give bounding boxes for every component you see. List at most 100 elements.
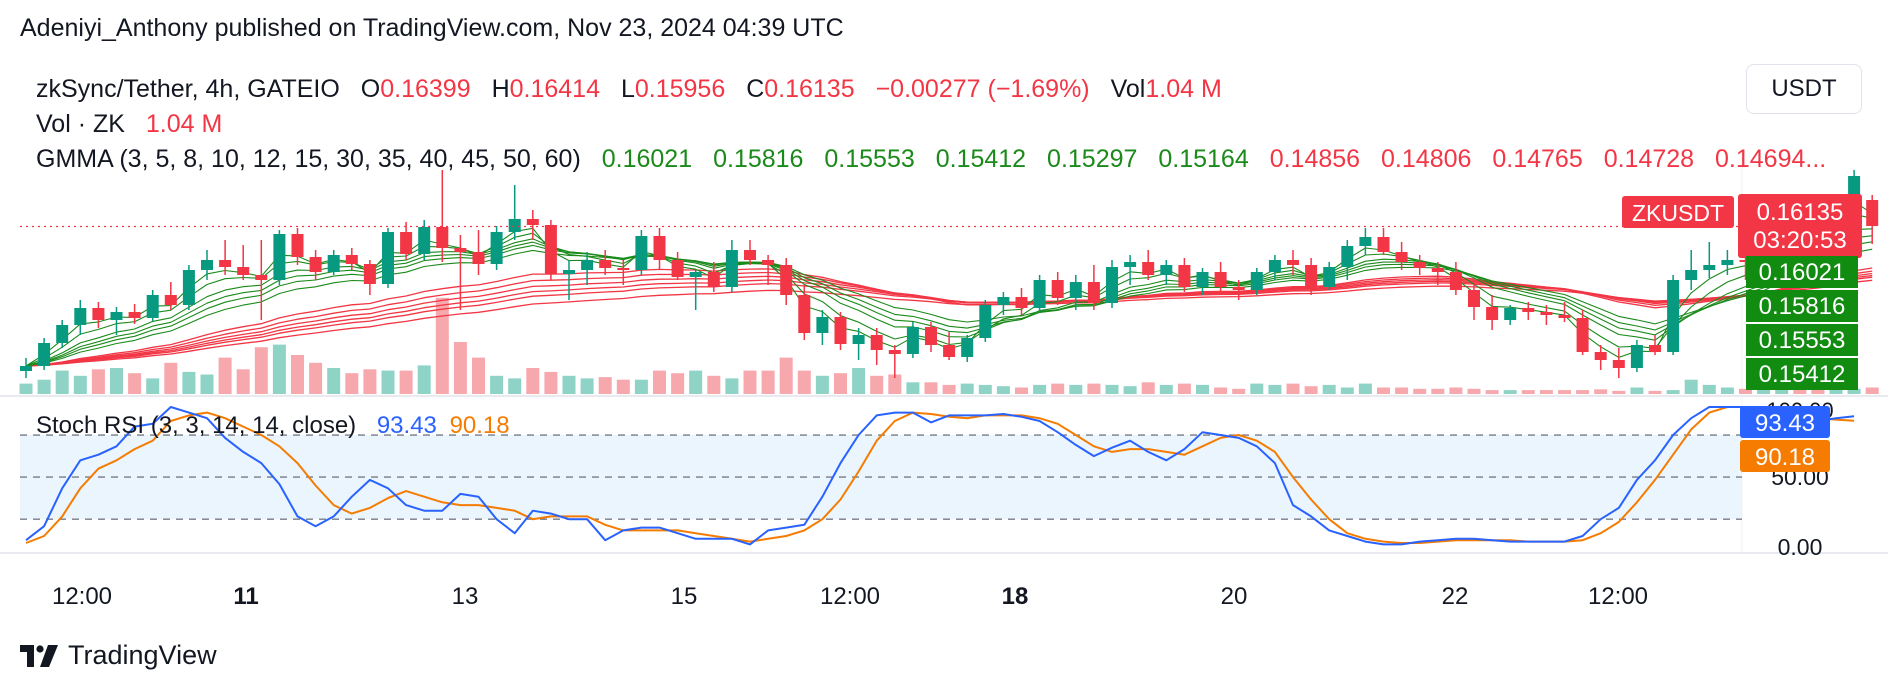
candle-body [1196,272,1209,287]
candle-body [201,260,213,270]
candle-body [1015,297,1028,308]
candle-body [1540,312,1553,315]
volume-bar [852,368,866,394]
volume-bar [1051,383,1065,394]
stoch-label[interactable]: Stoch RSI (3, 3, 14, 14, close) [36,412,357,439]
high-value: 0.16414 [509,75,600,103]
volume-bar [182,371,196,394]
volume-bar [562,375,576,394]
stoch-k-value: 93.43 [376,412,437,439]
candle-body [1069,282,1082,298]
candle-body [671,260,684,277]
volume-bar [1377,387,1390,394]
candle-body [653,236,666,260]
stoch-k-tag-label: 93.43 [1755,410,1815,437]
volume-bar [236,369,250,394]
volume-bar [1739,388,1752,394]
volume-bar [689,370,703,394]
volume-bar [1630,387,1644,394]
currency-button[interactable]: USDT [1746,64,1862,114]
volume-bar [218,357,232,394]
ma-price-tag [1746,256,1858,288]
volume-bar [942,384,956,394]
x-axis-tick: 12:00 [1588,583,1648,610]
low-label: L [620,75,635,103]
stoch-d-value: 90.18 [449,412,510,439]
volume-bar [761,370,775,394]
candle-body [219,260,232,267]
gmma-line: GMMA (3, 5, 8, 10, 12, 15, 30, 35, 40, 4… [36,142,1826,177]
volume-indicator-label[interactable]: Vol · ZK [36,110,125,138]
high-label: H [491,75,510,103]
candle-body [255,275,268,280]
footer-brand-label: TradingView [68,640,217,670]
volume-bar [978,384,992,394]
candle-body [1866,200,1879,226]
candle-body [1268,260,1281,272]
candle-body [725,250,738,287]
volume-bar [1829,386,1843,394]
candle-body [1576,318,1589,352]
volume-bar [653,370,666,394]
close-label: C [746,75,765,103]
candle-body [617,268,630,270]
stoch-axis-tick: 0.00 [1778,534,1823,560]
candle-body [1051,280,1064,298]
gmma-short-value: 0.15297 [1047,145,1138,173]
candle-body [1160,265,1173,275]
volume-bar [544,371,558,394]
x-axis-tick: 13 [452,583,479,610]
vol-value: 1.04 M [1145,75,1222,103]
volume-bar [399,370,413,394]
ma-price-tag [1746,324,1858,356]
volume-bar [834,373,847,394]
volume-bar [779,357,793,394]
volume-bar [1720,387,1734,394]
volume-bar [110,368,123,394]
candle-body [816,317,829,333]
candle-body [128,312,141,318]
volume-bar [1865,387,1879,394]
footer-brand[interactable]: TradingView [20,640,217,671]
candle-body [1703,265,1716,270]
candle-body [1178,265,1191,287]
gmma-long-value: 0.14856 [1269,145,1361,173]
candle-body [1649,345,1661,352]
candle-body [888,350,901,354]
volume-bar [435,297,449,394]
volume-bar [254,347,268,394]
candle-body [762,260,775,265]
volume-bar [960,383,974,394]
candle-body [1630,345,1643,368]
volume-bar [508,378,522,394]
x-axis-tick: 22 [1442,583,1469,610]
volume-bar [1214,387,1228,394]
candle-body [1721,260,1734,265]
volume-bar [1539,390,1553,394]
candle-body [1504,308,1517,320]
open-value: 0.16399 [380,75,471,103]
candle-body [309,257,322,272]
volume-bar [164,362,178,394]
volume-bar [1286,383,1300,394]
gmma-label[interactable]: GMMA (3, 5, 8, 10, 12, 15, 30, 35, 40, 4… [36,145,581,173]
candle-body [490,232,503,264]
volume-bar [272,344,286,394]
symbol-label[interactable]: zkSync/Tether, 4h, GATEIO [36,75,340,103]
volume-bar [1449,387,1463,394]
x-axis-tick: 11 [233,583,258,610]
gmma-short-value: 0.15412 [935,145,1027,173]
volume-bar [417,365,431,394]
candle-body [563,270,575,274]
candle-body [508,219,521,232]
volume-bar [1702,384,1716,394]
open-label: O [360,75,381,103]
candle-body [110,312,123,320]
x-axis-tick: 12:00 [820,583,880,610]
candle-body [852,335,865,344]
stoch-legend: Stoch RSI (3, 3, 14, 14, close) 93.43 90… [36,412,510,440]
volume-bar [345,373,359,394]
volume-bar [815,375,829,394]
volume-bar [1304,386,1318,394]
